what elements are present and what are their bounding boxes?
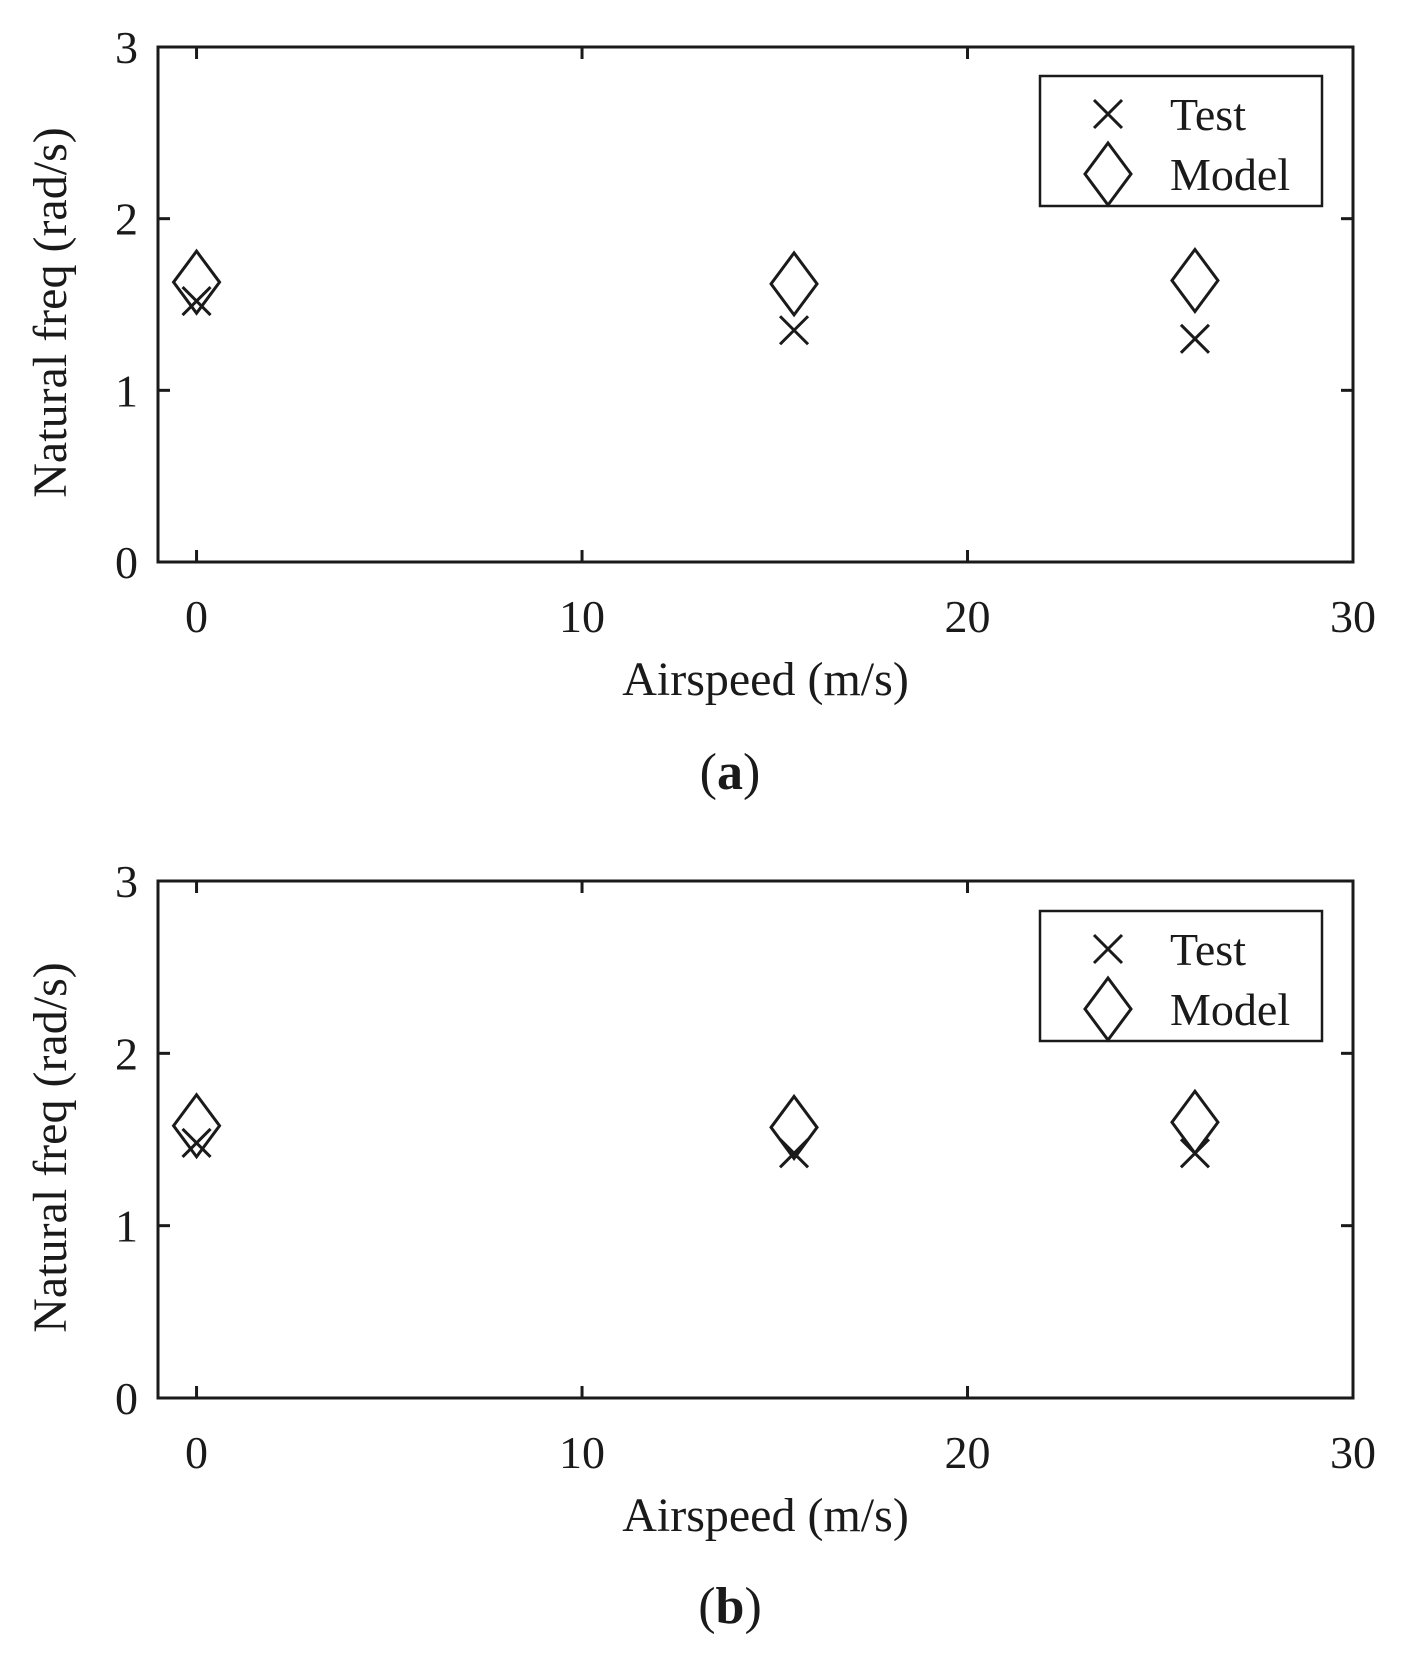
legend-box <box>1038 909 1324 1043</box>
data-point-test <box>181 1127 212 1159</box>
y-axis-label: Natural freq (rad/s) <box>24 127 77 497</box>
y-tick-label: 3 <box>115 22 138 73</box>
data-point-model <box>171 1092 222 1160</box>
legend-label-model: Model <box>1170 984 1290 1035</box>
y-tick-label: 2 <box>115 194 138 245</box>
legend-marker-model <box>1083 975 1133 1043</box>
plot-area-frame <box>156 45 1355 564</box>
series-model <box>171 1088 1220 1161</box>
y-tick-label: 2 <box>115 1028 138 1079</box>
legend-marker-test <box>1092 933 1124 965</box>
data-point-model <box>1170 1088 1220 1156</box>
x-tick-label: 20 <box>945 1427 991 1478</box>
y-axis-label: Natural freq (rad/s) <box>24 962 77 1332</box>
x-tick-label: 0 <box>185 591 208 642</box>
x-tick-label: 0 <box>185 1427 208 1478</box>
series-test <box>181 286 1211 354</box>
data-point-model <box>171 248 222 316</box>
legend-label-model: Model <box>1170 149 1290 200</box>
legend-label-test: Test <box>1170 924 1246 975</box>
data-point-model <box>769 1093 819 1161</box>
data-point-test <box>181 286 212 317</box>
plot-area-frame <box>156 879 1355 1400</box>
x-tick-label: 10 <box>559 591 605 642</box>
x-axis-label: Airspeed (m/s) <box>622 653 909 706</box>
y-tick-label: 1 <box>115 1201 138 1252</box>
legend-label-test: Test <box>1170 89 1246 140</box>
series-model <box>171 246 1220 318</box>
series-test <box>181 1127 1211 1169</box>
data-point-test <box>1179 323 1211 354</box>
chart-panel-a: 0 10 20 30 0 1 2 3 Airspeed (m/s) Natural freq (r… <box>24 22 1376 801</box>
x-tick-label: 10 <box>559 1427 605 1478</box>
data-point-model <box>1170 246 1220 314</box>
legend: Test Model <box>1038 909 1324 1043</box>
x-axis-label: Airspeed (m/s) <box>622 1489 909 1542</box>
y-tick-label: 3 <box>115 856 138 907</box>
panel-label: (a) <box>700 744 761 801</box>
x-tick-label: 20 <box>945 591 991 642</box>
y-tick-label: 1 <box>115 365 138 416</box>
y-tick-label: 0 <box>115 1373 138 1424</box>
y-tick-label: 0 <box>115 537 138 588</box>
legend-marker-model <box>1083 140 1133 208</box>
x-tick-label: 30 <box>1330 1427 1376 1478</box>
chart-panel-b: 0 10 20 30 0 1 2 3 Airspeed (m/s) Natural freq (r… <box>24 856 1376 1635</box>
x-tick-label: 30 <box>1330 591 1376 642</box>
legend-marker-test <box>1092 98 1124 130</box>
data-point-model <box>769 250 819 318</box>
legend-box <box>1038 74 1324 208</box>
panel-label: (b) <box>698 1578 762 1635</box>
legend: Test Model <box>1038 74 1324 208</box>
data-point-test <box>778 315 810 346</box>
